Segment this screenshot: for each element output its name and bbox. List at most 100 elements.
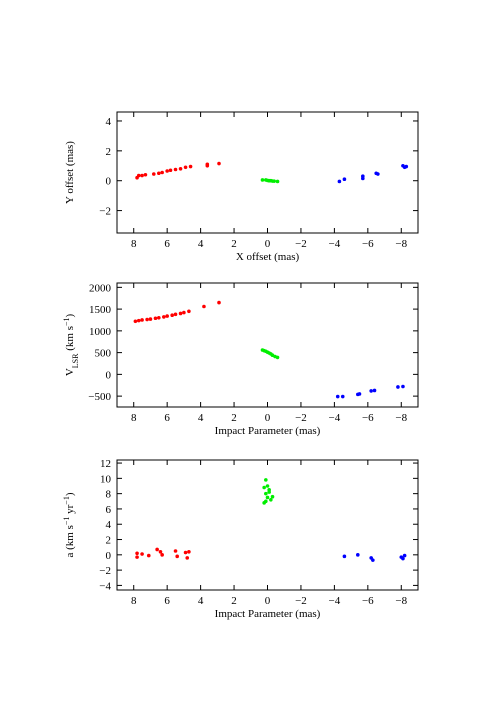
point xyxy=(372,388,377,393)
x-tick-label: 6 xyxy=(164,595,170,607)
point xyxy=(160,553,164,557)
point xyxy=(264,478,268,482)
plot-frame xyxy=(116,282,419,408)
point xyxy=(401,384,405,389)
point xyxy=(160,170,164,175)
point xyxy=(269,497,273,502)
point xyxy=(275,355,280,360)
x-tick-label: 6 xyxy=(164,238,170,250)
x-tick-label: −8 xyxy=(395,238,407,250)
y-tick-label: 500 xyxy=(95,348,112,360)
point xyxy=(173,312,178,317)
point xyxy=(173,167,178,172)
point xyxy=(401,556,405,561)
point xyxy=(165,314,169,318)
label-part: (km s xyxy=(64,326,76,354)
axis-label: VLSR (km s−1) xyxy=(62,314,80,377)
point xyxy=(165,169,169,173)
y-tick-label: 2 xyxy=(106,146,112,158)
point xyxy=(217,300,221,305)
point xyxy=(143,172,148,177)
point xyxy=(262,485,266,490)
point xyxy=(151,172,156,176)
label-part: Impact Parameter (mas) xyxy=(215,425,321,437)
point xyxy=(185,556,190,560)
axis-label: X offset (mas) xyxy=(236,251,300,263)
point xyxy=(146,553,151,558)
point xyxy=(270,494,275,499)
label-part: Impact Parameter (mas) xyxy=(215,608,321,620)
point xyxy=(275,179,280,184)
point xyxy=(133,319,138,324)
y-tick-label: 0 xyxy=(106,550,112,562)
y-tick-label: 2 xyxy=(106,535,112,547)
label-part: LSR xyxy=(71,353,80,368)
y-tick-label: −500 xyxy=(88,391,111,403)
x-tick-label: 8 xyxy=(131,238,137,250)
x-tick-label: 2 xyxy=(231,595,237,607)
point xyxy=(187,309,191,314)
point xyxy=(168,168,173,173)
y-tick-label: 0 xyxy=(106,176,112,188)
point xyxy=(265,495,270,500)
point xyxy=(356,553,360,557)
point xyxy=(402,553,407,558)
x-tick-label: 6 xyxy=(164,412,170,424)
label-part: −1 xyxy=(62,517,71,526)
y-tick-label: 1000 xyxy=(89,326,112,338)
point xyxy=(342,554,347,559)
point xyxy=(170,313,174,317)
point xyxy=(178,311,183,316)
x-tick-label: 2 xyxy=(231,238,237,250)
x-tick-label: −2 xyxy=(295,595,307,607)
point xyxy=(135,551,139,556)
y-tick-label: −4 xyxy=(99,580,111,592)
point xyxy=(175,554,179,559)
x-tick-label: −4 xyxy=(329,595,341,607)
point xyxy=(173,549,178,553)
label-part: yr xyxy=(64,504,76,516)
y-tick-label: 6 xyxy=(106,504,112,516)
point xyxy=(265,484,270,488)
x-tick-label: 8 xyxy=(131,412,137,424)
point xyxy=(342,177,347,182)
y-tick-label: 2000 xyxy=(89,282,112,294)
point xyxy=(153,316,158,321)
x-tick-label: −8 xyxy=(395,595,407,607)
point xyxy=(140,552,144,556)
point xyxy=(340,394,345,399)
label-part: ) xyxy=(64,314,76,318)
label-part: −1 xyxy=(62,318,71,327)
point xyxy=(217,161,221,166)
panel: 8 6 4 2 0 −2 −4 −6 −8 2000 1500 1000 500 0 −500 Impact … xyxy=(62,282,419,437)
point xyxy=(267,490,271,494)
label-part: −1 xyxy=(62,496,71,505)
x-tick-label: 2 xyxy=(231,412,237,424)
point xyxy=(404,164,409,169)
point xyxy=(162,315,166,319)
x-tick-label: −2 xyxy=(295,238,307,250)
x-tick-label: −6 xyxy=(362,238,374,250)
axis-label: Y offset (mas) xyxy=(64,141,76,204)
label-part: a (km s xyxy=(64,525,76,557)
point xyxy=(205,162,210,167)
point xyxy=(157,316,161,320)
y-tick-label: −2 xyxy=(99,206,111,218)
x-tick-label: −6 xyxy=(362,595,374,607)
point xyxy=(183,550,188,555)
point xyxy=(337,179,342,184)
point xyxy=(187,549,191,554)
axis-label: Impact Parameter (mas) xyxy=(215,425,321,437)
x-tick-label: −8 xyxy=(395,412,407,424)
point xyxy=(140,173,144,178)
point xyxy=(371,558,375,562)
point xyxy=(357,392,362,396)
point xyxy=(157,171,161,176)
point xyxy=(148,317,153,321)
x-tick-label: −4 xyxy=(329,238,341,250)
point xyxy=(155,547,159,552)
panel: 8 6 4 2 0 −2 −4 −6 −8 12 10 8 6 4 2 0 −2 −4 Impact Paramet… xyxy=(62,458,419,620)
point xyxy=(262,501,266,505)
